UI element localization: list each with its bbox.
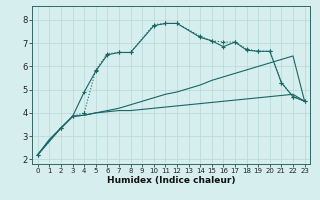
X-axis label: Humidex (Indice chaleur): Humidex (Indice chaleur) xyxy=(107,176,236,185)
